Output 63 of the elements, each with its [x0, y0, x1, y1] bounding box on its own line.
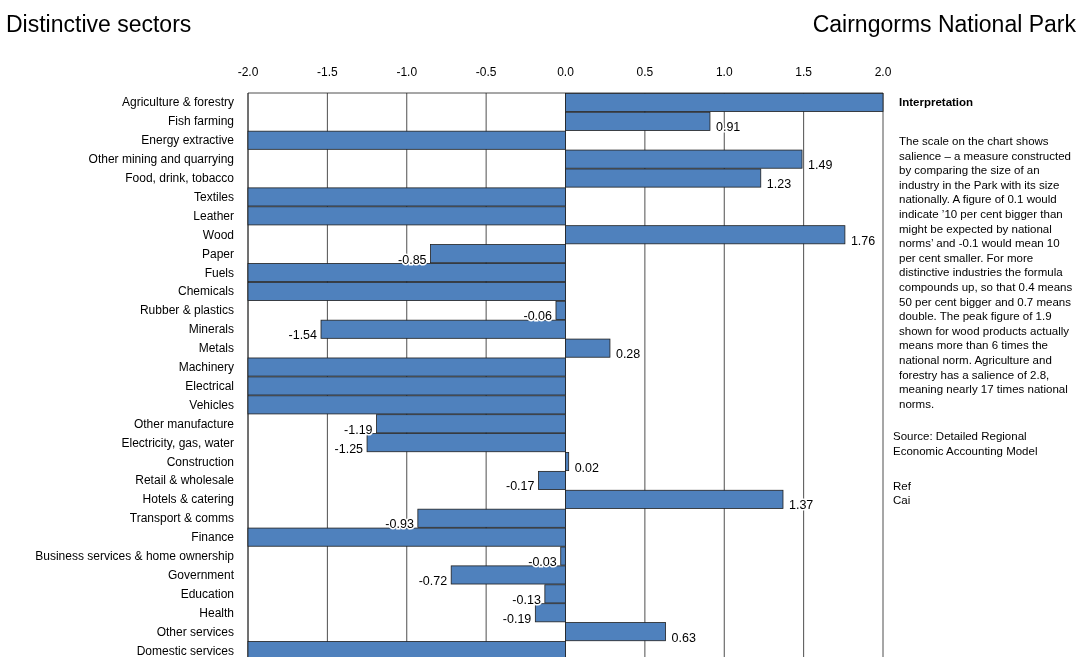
data-label: 1.23	[766, 177, 792, 192]
y-tick-label: Business services & home ownership	[35, 549, 235, 564]
x-tick-label: -1.5	[317, 65, 339, 79]
y-tick-label: Machinery	[178, 360, 234, 375]
data-label: 1.49	[808, 158, 833, 173]
y-tick-label: Leather	[193, 208, 234, 223]
data-label: -1.19	[344, 422, 373, 437]
data-label: 1.76	[850, 233, 876, 248]
y-tick-label: Transport & comms	[129, 511, 234, 526]
y-tick-label: Government	[167, 567, 235, 582]
x-tick-label: -0.5	[475, 65, 497, 79]
y-tick-label: Paper	[201, 246, 234, 261]
data-label: -0.72	[418, 573, 448, 588]
y-tick-label: Metals	[198, 341, 234, 356]
text: Ref	[893, 479, 912, 492]
x-tick-label: -1.0	[396, 65, 418, 79]
y-tick-label: Other manufacture	[133, 416, 235, 431]
y-tick-label: Other services	[156, 624, 234, 639]
y-tick-label: Textiles	[193, 189, 234, 204]
data-label: -0.03	[528, 555, 557, 570]
y-tick-label: Construction	[166, 454, 234, 469]
y-tick-label: Health	[199, 605, 234, 620]
source-note: Source: Detailed Regional Economic Accounting Model	[893, 430, 1038, 457]
y-tick-label: Electrical	[185, 378, 234, 393]
x-tick-label: -2.0	[237, 65, 259, 79]
data-label: -1.25	[334, 441, 364, 456]
y-tick-label: Wood	[202, 227, 234, 242]
y-tick-label: Finance	[191, 530, 235, 545]
y-tick-label: Other mining and quarrying	[88, 152, 234, 167]
x-tick-label: 0.0	[557, 65, 575, 79]
y-tick-label: Domestic services	[136, 643, 234, 657]
y-tick-label: Rubber & plastics	[139, 303, 234, 318]
data-label: -0.17	[506, 479, 535, 494]
data-label: -0.13	[512, 592, 541, 607]
y-tick-label: Retail & wholesale	[135, 473, 235, 488]
y-tick-label: Fuels	[204, 265, 234, 280]
x-tick-label: 1.5	[795, 65, 813, 79]
text: The scale on the chart shows salience – a measure constructed by comparing the size of an industry in the Park with its size nationally. A figure of 0.1 would indicate ’10 per cent bigger than might be expected by national norms’ and -0.1 would mean 10 per cent smaller. For more distinctive industries the formula compounds up, so that 0.4 means 50 per cent bigger and 0.7 means double. The peak figure of 1.9 shown for wood products actually means more than 6 times the national norm. Agriculture and forestry has a salience of 2.8, meaning nearly 17 times national norms.	[899, 135, 1073, 410]
text: Interpretation	[899, 96, 974, 108]
data-label: 0.02	[574, 460, 600, 475]
y-tick-label: Electricity, gas, water	[121, 435, 234, 450]
y-tick-label: Hotels & catering	[142, 492, 234, 507]
y-tick-label: Vehicles	[189, 397, 234, 412]
data-label: -0.06	[523, 309, 553, 324]
y-tick-label: Chemicals	[177, 284, 234, 299]
y-tick-label: Minerals	[188, 322, 234, 337]
y-tick-label: Fish farming	[167, 114, 234, 129]
chart-title: Distinctive sectors	[6, 11, 192, 37]
y-tick-label: Food, drink, tobacco	[125, 171, 235, 186]
data-label: -1.54	[288, 328, 318, 343]
x-tick-label: 1.0	[715, 65, 733, 79]
y-tick-label: Agriculture & forestry	[121, 95, 234, 110]
data-label: 0.63	[671, 630, 696, 645]
data-label: 0.28	[615, 347, 641, 362]
x-tick-label: 2.0	[874, 65, 892, 79]
text: Cairngorms National Park	[812, 11, 1077, 37]
data-label: -0.19	[502, 611, 532, 626]
text: Cai	[893, 494, 911, 507]
data-label: 0.91	[715, 120, 741, 135]
x-tick-label: 0.5	[636, 65, 654, 79]
y-tick-label: Education	[180, 586, 234, 601]
data-label: -0.93	[385, 517, 414, 532]
y-tick-label: Energy extractive	[141, 133, 235, 148]
